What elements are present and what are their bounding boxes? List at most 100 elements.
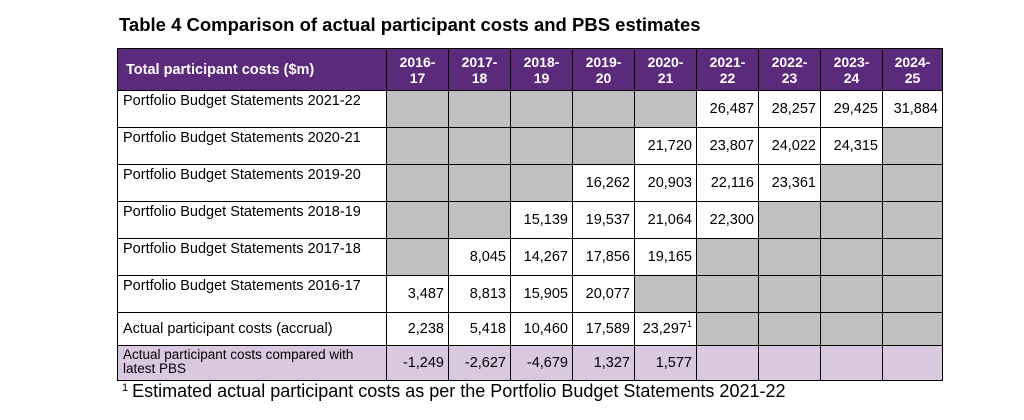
- footnote-text: Estimated actual participant costs as pe…: [132, 381, 786, 401]
- empty-cell: [882, 201, 943, 239]
- value-cell: 17,589: [572, 312, 635, 346]
- cell-value: 28,257: [771, 101, 816, 117]
- table-row: Portfolio Budget Statements 2018-19 15,13…: [117, 201, 943, 239]
- empty-cell: [820, 238, 883, 276]
- empty-cell: [758, 312, 821, 346]
- empty-cell: [634, 275, 697, 313]
- cell-value: 31,884: [893, 101, 938, 117]
- value-cell: 24,022: [758, 127, 821, 165]
- column-header: 2016- 17: [386, 48, 449, 91]
- table-title: Table 4 Comparison of actual participant…: [119, 14, 701, 35]
- cell-value: 15,139: [523, 212, 568, 228]
- empty-cell: [448, 90, 511, 128]
- empty-cell: [758, 275, 821, 313]
- empty-cell: [448, 127, 511, 165]
- empty-cell: [882, 312, 943, 346]
- cell-value: 23,297: [642, 321, 687, 337]
- empty-cell: [758, 238, 821, 276]
- column-header: 2017- 18: [448, 48, 511, 91]
- row-label: Portfolio Budget Statements 2021-22: [117, 90, 387, 128]
- header-row: Total participant costs ($m) 2016- 17 201…: [117, 48, 943, 91]
- row-label: Portfolio Budget Statements 2019-20: [117, 164, 387, 202]
- empty-cell: [448, 201, 511, 239]
- cell-value: 20,077: [585, 286, 630, 302]
- cell-value: 19,165: [647, 249, 692, 265]
- value-cell: 20,077: [572, 275, 635, 313]
- footnote: 1 Estimated actual participant costs as p…: [122, 381, 786, 402]
- cell-value: 16,262: [585, 175, 630, 191]
- column-header: 2018- 19: [510, 48, 573, 91]
- value-cell: 20,903: [634, 164, 697, 202]
- table-row: Portfolio Budget Statements 2021-22 26,48…: [117, 90, 943, 128]
- value-cell: 14,267: [510, 238, 573, 276]
- empty-cell: [572, 90, 635, 128]
- cell-value: 17,589: [585, 321, 630, 337]
- empty-cell: [696, 238, 759, 276]
- table-row: Actual participant costs (accrual) 2,238 5…: [117, 312, 943, 346]
- row-label: Portfolio Budget Statements 2016-17: [117, 275, 387, 313]
- value-cell: 21,064: [634, 201, 697, 239]
- empty-cell: [386, 201, 449, 239]
- cell-value: 10,460: [523, 321, 568, 337]
- value-cell: 19,165: [634, 238, 697, 276]
- corner-header: Total participant costs ($m): [117, 48, 387, 91]
- empty-cell: [882, 275, 943, 313]
- value-cell: 3,487: [386, 275, 449, 313]
- value-cell: -2,627: [448, 345, 511, 381]
- value-cell: 19,537: [572, 201, 635, 239]
- comparison-table: Total participant costs ($m) 2016- 17 201…: [117, 48, 943, 381]
- value-cell: 2,238: [386, 312, 449, 346]
- table-row: Portfolio Budget Statements 2020-21 21,72…: [117, 127, 943, 165]
- value-cell: 29,425: [820, 90, 883, 128]
- empty-cell: [386, 90, 449, 128]
- table-row: Portfolio Budget Statements 2019-20 16,26…: [117, 164, 943, 202]
- cell-value: 21,720: [647, 138, 692, 154]
- empty-cell: [758, 201, 821, 239]
- empty-cell: [882, 164, 943, 202]
- cell-value: 26,487: [709, 101, 754, 117]
- cell-value: -2,627: [464, 355, 506, 371]
- row-label: Portfolio Budget Statements 2017-18: [117, 238, 387, 276]
- column-header: 2019- 20: [572, 48, 635, 91]
- cell-value: 3,487: [407, 286, 444, 302]
- value-cell: 8,813: [448, 275, 511, 313]
- cell-value: 1,327: [593, 355, 630, 371]
- value-cell: 16,262: [572, 164, 635, 202]
- cell-value: 22,300: [709, 212, 754, 228]
- value-cell: [882, 345, 943, 381]
- cell-value: 29,425: [833, 101, 878, 117]
- value-cell: [696, 345, 759, 381]
- value-cell: 31,884: [882, 90, 943, 128]
- cell-value: 5,418: [469, 321, 506, 337]
- empty-cell: [572, 127, 635, 165]
- value-cell: 8,045: [448, 238, 511, 276]
- value-cell: 21,720: [634, 127, 697, 165]
- column-header: 2021- 22: [696, 48, 759, 91]
- cell-value: 8,813: [469, 286, 506, 302]
- value-cell: 15,139: [510, 201, 573, 239]
- empty-cell: [882, 127, 943, 165]
- value-cell: 1,577: [634, 345, 697, 381]
- value-cell: [820, 345, 883, 381]
- cell-value: 8,045: [469, 249, 506, 265]
- empty-cell: [510, 90, 573, 128]
- column-header: 2022- 23: [758, 48, 821, 91]
- empty-cell: [386, 164, 449, 202]
- value-cell: 23,361: [758, 164, 821, 202]
- cell-value: 22,116: [710, 175, 754, 191]
- table-row: Portfolio Budget Statements 2016-17 3,487…: [117, 275, 943, 313]
- value-cell: 1,327: [572, 345, 635, 381]
- cell-value: 17,856: [585, 249, 630, 265]
- cell-value: 19,537: [585, 212, 630, 228]
- value-cell: 24,315: [820, 127, 883, 165]
- empty-cell: [882, 238, 943, 276]
- empty-cell: [696, 312, 759, 346]
- table-row: Portfolio Budget Statements 2017-18 8,045…: [117, 238, 943, 276]
- value-cell: [758, 345, 821, 381]
- empty-cell: [386, 238, 449, 276]
- row-label: Actual participant costs (accrual): [117, 312, 387, 346]
- row-label: Portfolio Budget Statements 2018-19: [117, 201, 387, 239]
- value-cell: 10,460: [510, 312, 573, 346]
- empty-cell: [386, 127, 449, 165]
- value-cell: 17,856: [572, 238, 635, 276]
